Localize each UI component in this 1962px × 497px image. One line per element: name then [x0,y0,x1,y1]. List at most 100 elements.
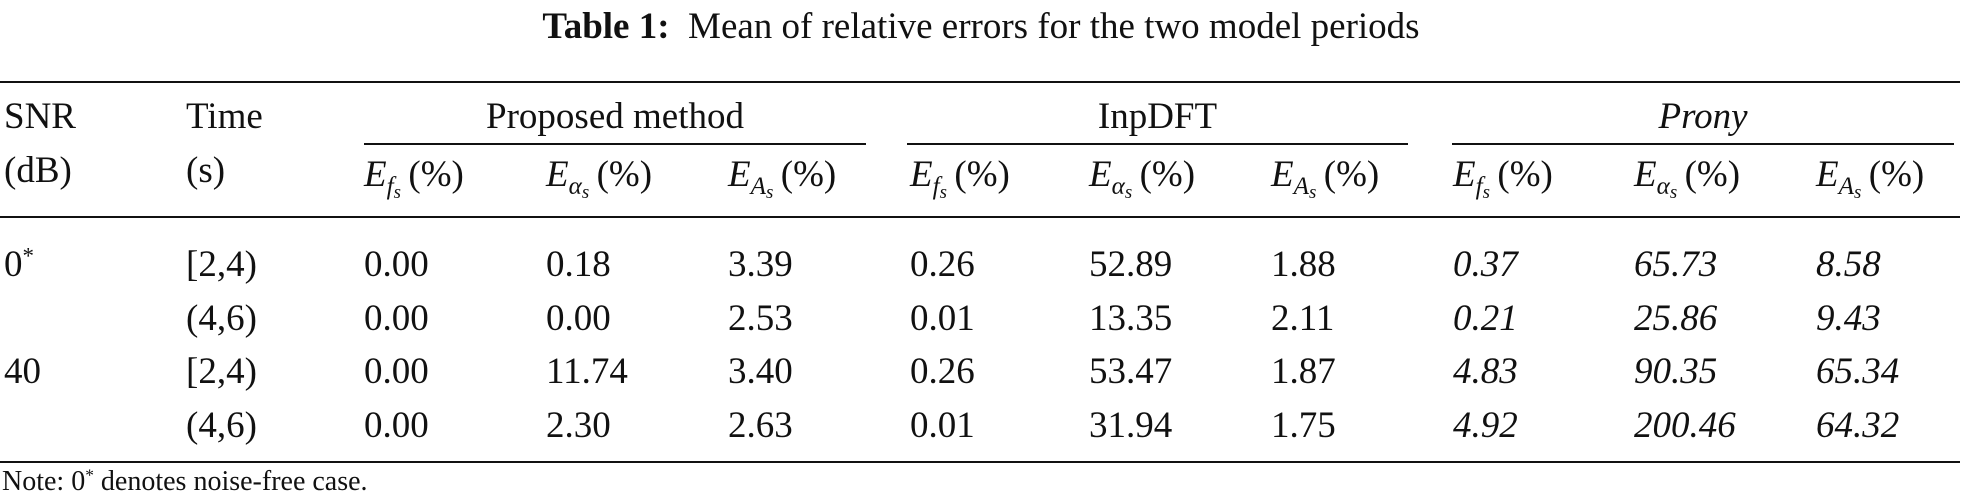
subscript-text: α [1111,172,1125,200]
subscript-text: α [568,172,582,200]
value-cell: 2.30 [546,405,611,446]
subheader: Efs (%) [364,154,464,201]
table-note: Note: 0* denotes noise-free case. [2,465,368,497]
bottom-rule [0,461,1960,463]
value-cell: 0.01 [910,298,975,339]
value-cell: 53.47 [1089,351,1173,392]
unit: (%) [1684,154,1741,195]
value-cell: 11.74 [546,351,628,392]
subscript: As [750,172,774,201]
snr: 40 [4,351,41,392]
group-rule [907,143,1408,145]
subscript-text: f [386,172,394,200]
subscript-text: f [932,172,940,200]
sub-subscript: s [939,181,947,203]
value-cell: 0.26 [910,244,975,285]
note-mark: * [85,465,94,485]
group-header: InpDFT [1097,96,1218,137]
value-cell: 0.21 [1453,298,1518,339]
column-header: (s) [186,150,226,191]
group-rule [364,143,866,145]
snr-cell: 40 [4,353,41,390]
sub-subscript: s [1482,181,1490,203]
sub-subscript: s [393,181,401,203]
table-label: Table 1: [542,6,670,47]
value-cell: 1.87 [1271,351,1336,392]
subscript: fs [1475,172,1490,203]
subheader: EAs (%) [1271,154,1380,201]
top-rule [0,81,1960,83]
value-cell: 65.34 [1816,351,1900,392]
value-cell: 4.83 [1453,351,1518,392]
symbol: E [1816,154,1839,195]
column-header: Time [186,96,263,137]
sub-subscript: s [581,181,590,203]
snr-mark: * [22,243,34,269]
subscript: As [1838,172,1862,203]
unit: (%) [1139,154,1196,195]
value-cell: 0.00 [364,298,429,339]
time-cell: [2,4) [186,351,257,392]
value-cell: 2.11 [1271,298,1335,339]
sub-subscript: s [1669,181,1678,203]
subheader: EAs (%) [728,154,837,201]
subscript-text: A [1293,172,1309,200]
subscript: αs [1111,172,1133,201]
sub-subscript: s [1853,181,1862,203]
note-text: denotes noise-free case. [93,466,368,497]
time-cell: (4,6) [186,298,257,339]
value-cell: 0.00 [546,298,611,339]
symbol: E [1089,154,1112,195]
subheader: Eαs (%) [546,154,653,201]
note-prefix: Note: 0 [2,466,86,497]
symbol: E [546,154,569,195]
value-cell: 3.40 [728,351,793,392]
subscript-text: α [1656,172,1670,200]
value-cell: 25.86 [1634,298,1718,339]
subscript-text: A [750,172,766,200]
subscript: As [1293,172,1317,201]
time-cell: (4,6) [186,405,257,446]
column-header: (dB) [4,150,72,191]
symbol: E [364,154,387,195]
subscript: fs [932,172,947,203]
group-header: Proposed method [486,96,744,137]
value-cell: 1.75 [1271,405,1336,446]
subscript-text: f [1475,172,1483,200]
unit: (%) [954,154,1010,195]
subheader: Eαs (%) [1089,154,1196,201]
table-title: Mean of relative errors for the two mode… [688,6,1420,47]
unit: (%) [1868,154,1925,195]
unit: (%) [780,154,837,195]
value-cell: 0.00 [364,405,429,446]
unit: (%) [596,154,653,195]
value-cell: 4.92 [1453,405,1518,446]
unit: (%) [1323,154,1380,195]
value-cell: 90.35 [1634,351,1718,392]
value-cell: 65.73 [1634,244,1718,285]
caption: Table 1: Mean of relative errors for the… [0,8,1962,45]
symbol: E [1271,154,1294,195]
snr-cell: 0* [4,243,34,283]
group-header: Prony [1658,96,1748,137]
unit: (%) [408,154,464,195]
value-cell: 200.46 [1634,405,1736,446]
value-cell: 0.37 [1453,244,1518,285]
subscript: fs [386,172,401,203]
mid-rule [0,216,1960,218]
group-rule [1452,143,1954,145]
symbol: E [910,154,933,195]
value-cell: 52.89 [1089,244,1173,285]
subscript-text: A [1838,172,1854,200]
value-cell: 64.32 [1816,405,1900,446]
value-cell: 0.01 [910,405,975,446]
value-cell: 0.00 [364,244,429,285]
value-cell: 13.35 [1089,298,1173,339]
column-header: SNR [4,96,76,137]
value-cell: 2.53 [728,298,793,339]
subheader: Efs (%) [1453,156,1553,201]
subheader: Eαs (%) [1634,154,1741,201]
value-cell: 0.26 [910,351,975,392]
value-cell: 31.94 [1089,405,1173,446]
